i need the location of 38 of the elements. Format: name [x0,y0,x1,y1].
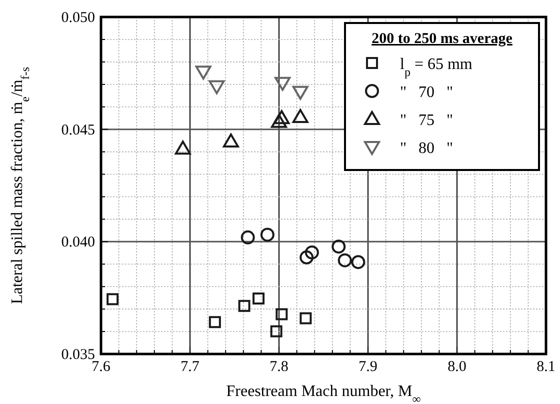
point [292,86,308,100]
point [338,253,352,268]
legend-label: " 80 " [400,140,454,157]
point [208,316,221,328]
point [174,140,191,155]
x-tick-label: 8.0 [448,359,466,375]
point [332,240,346,254]
point [270,325,282,338]
point [260,228,274,242]
point [208,80,225,94]
y-tick-label: 0.040 [61,234,95,251]
x-tick-label: 7.7 [180,359,200,375]
point [292,108,308,123]
point [252,292,265,305]
point [271,114,287,128]
y-tick-label: 0.045 [61,122,95,138]
x-tick-label: 7.9 [358,359,378,375]
y-tick-label: 0.050 [61,10,95,26]
legend-title: 200 to 250 ms average [372,31,513,47]
point [195,66,212,80]
point [222,133,239,148]
legend-label: " 75 " [400,112,454,129]
point [240,230,255,244]
x-tick-label: 7.6 [92,359,111,375]
point [238,300,250,312]
point [276,308,288,320]
point [300,312,312,324]
x-axis-title: Freestream Mach number, M$_{∞}$ [226,383,422,404]
x-tick-label: 7.8 [270,359,288,375]
point [304,245,319,260]
legend-label: " 70 " [400,84,454,101]
point [274,76,291,91]
point [106,293,119,306]
point [300,250,314,264]
point [351,255,366,270]
legend-label: l$_{p}$ = 65 mm [400,56,473,79]
point [274,110,290,124]
x-tick-label: 8.1 [536,359,556,375]
